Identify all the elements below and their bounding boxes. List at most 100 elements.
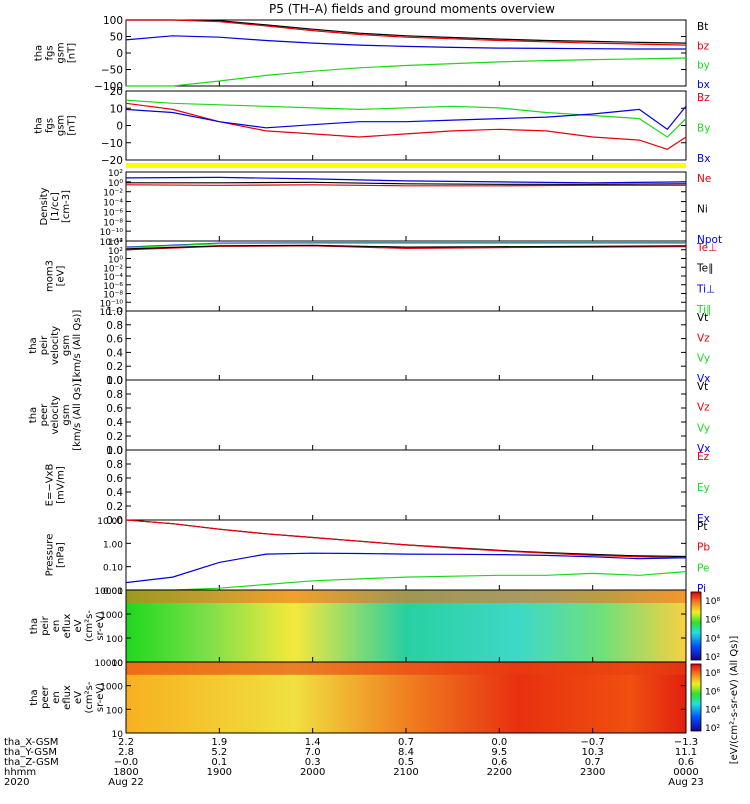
legend-npot: Npot <box>697 234 722 246</box>
y-tick-label: 10⁻⁸ <box>103 218 123 228</box>
y-tick-label: 10⁻¹⁰ <box>100 299 124 309</box>
y-tick-label: −50 <box>101 65 123 77</box>
y-axis-label: [km/s (All Qs)] <box>72 310 83 382</box>
y-tick-label: 0.4 <box>106 347 123 359</box>
y-tick-label: 0.0 <box>106 515 123 527</box>
panel-2 <box>125 90 687 161</box>
series-line-black <box>125 244 687 250</box>
y-tick-label: 0.0 <box>106 375 123 387</box>
series-line-red <box>125 519 687 559</box>
y-tick-label: 0.8 <box>106 320 123 332</box>
colorbar-tick-label: 10² <box>705 724 720 734</box>
y-axis-label: [nT] <box>67 43 78 63</box>
y-tick-label: 10⁻⁶ <box>103 208 123 218</box>
x-row-label: 2020 <box>4 777 29 788</box>
y-tick-label: 10⁻⁶ <box>103 282 123 292</box>
y-axis-label: peir <box>40 615 51 635</box>
legend-bx: bx <box>697 79 710 91</box>
y-tick-label: 0.4 <box>106 487 123 499</box>
flag-bar <box>126 163 686 168</box>
x-col-hhmm: 1900 <box>207 767 232 778</box>
legend-pe: Pe <box>697 562 709 574</box>
y-axis-label: tha <box>29 689 40 705</box>
y-axis-label: gsm <box>56 115 67 136</box>
y-tick-label: 10² <box>108 247 123 257</box>
colorbar-tick-label: 10⁶ <box>705 616 720 626</box>
y-tick-label: 0.2 <box>106 501 123 513</box>
panel-3 <box>125 171 687 242</box>
plot-title: P5 (TH–A) fields and ground moments over… <box>269 2 555 16</box>
x-col-z: 0.5 <box>398 757 414 768</box>
series-line-green <box>125 99 687 138</box>
panel-8 <box>125 519 687 591</box>
y-tick-label: 10⁰ <box>108 179 123 189</box>
x-row-label: tha_Y-GSM <box>4 747 57 758</box>
y-tick-label: −10 <box>101 138 123 150</box>
y-tick-label: 0.6 <box>106 473 123 485</box>
y-axis-label: tha <box>29 618 40 634</box>
y-tick-label: 1.0 <box>106 445 123 457</box>
y-tick-label: 10² <box>108 169 123 179</box>
legend-vy: Vy <box>697 422 710 434</box>
y-tick-label: 1000 <box>100 611 123 621</box>
y-tick-label: 1.0 <box>106 375 123 387</box>
y-tick-label: 10⁻⁸ <box>103 291 123 301</box>
x-col-hhmm: 2100 <box>393 767 418 778</box>
y-axis-label: [eV] <box>56 266 67 287</box>
y-tick-label: 50 <box>110 32 123 44</box>
x-col-z: 0.6 <box>678 757 694 768</box>
y-axis-label: sr-eV) <box>95 683 106 712</box>
series-line-blue <box>125 176 687 184</box>
legend-ti⊥: Ti⊥ <box>696 283 715 295</box>
series-line-blue <box>125 35 686 50</box>
panel-frame <box>125 90 687 161</box>
x-col-hhmm: 0000 <box>673 767 698 778</box>
x-col-x: 1.4 <box>305 737 321 748</box>
y-tick-label: 10⁰ <box>108 256 123 266</box>
x-col-x: 2.2 <box>118 737 134 748</box>
legend-bt: Bt <box>697 21 708 33</box>
legend-bz: Bz <box>697 92 710 104</box>
y-axis-label: mom3 <box>45 260 56 292</box>
colorbar-tick-label: 10⁸ <box>705 669 720 679</box>
y-axis-label: eV <box>73 619 84 632</box>
y-axis-label: (cm²s- <box>84 610 95 642</box>
x-col-y: 10.3 <box>582 747 604 758</box>
y-axis-label: tha <box>34 117 45 133</box>
panel-frame <box>125 379 687 451</box>
x-col-x: 1.9 <box>211 737 227 748</box>
legend-vx: Vx <box>697 443 710 455</box>
y-axis-label: gsm <box>61 335 72 356</box>
series-line-red <box>125 102 687 150</box>
y-tick-label: 0 <box>116 121 123 133</box>
legend-vz: Vz <box>697 332 710 344</box>
y-tick-label: 10 <box>112 730 124 740</box>
y-axis-label: tha <box>28 337 39 353</box>
y-tick-label: 10⁻² <box>103 189 123 199</box>
legend-te∥: Te∥ <box>696 263 713 275</box>
y-tick-label: 100 <box>103 15 123 27</box>
legend-pb: Pb <box>697 542 710 554</box>
legend-vz: Vz <box>697 402 710 414</box>
legend-by: by <box>697 60 710 72</box>
y-tick-label: 10 <box>110 103 123 115</box>
y-tick-label: 0.0 <box>106 445 123 457</box>
legend-pt: Pt <box>697 521 707 533</box>
y-axis-label: gsm <box>61 404 72 425</box>
y-axis-label: [nT] <box>67 115 78 135</box>
x-row-label: tha_Z-GSM <box>4 757 59 768</box>
panel-1 <box>125 19 687 87</box>
colorbar-tick-label: 10² <box>705 653 720 663</box>
x-col-y: 5.2 <box>211 747 227 758</box>
y-axis-label: [1/cc] <box>50 192 61 221</box>
legend-pi: Pi <box>697 583 706 595</box>
x-col-y: 2.8 <box>118 747 134 758</box>
y-tick-label: 10⁻² <box>103 264 123 274</box>
legend-vt: Vt <box>697 381 708 393</box>
y-axis-label: gsm <box>56 42 67 63</box>
x-col-y: 11.1 <box>675 747 697 758</box>
y-tick-label: 10000 <box>94 587 123 597</box>
y-axis-label: eV <box>73 691 84 704</box>
y-axis-label: velocity <box>50 326 61 365</box>
